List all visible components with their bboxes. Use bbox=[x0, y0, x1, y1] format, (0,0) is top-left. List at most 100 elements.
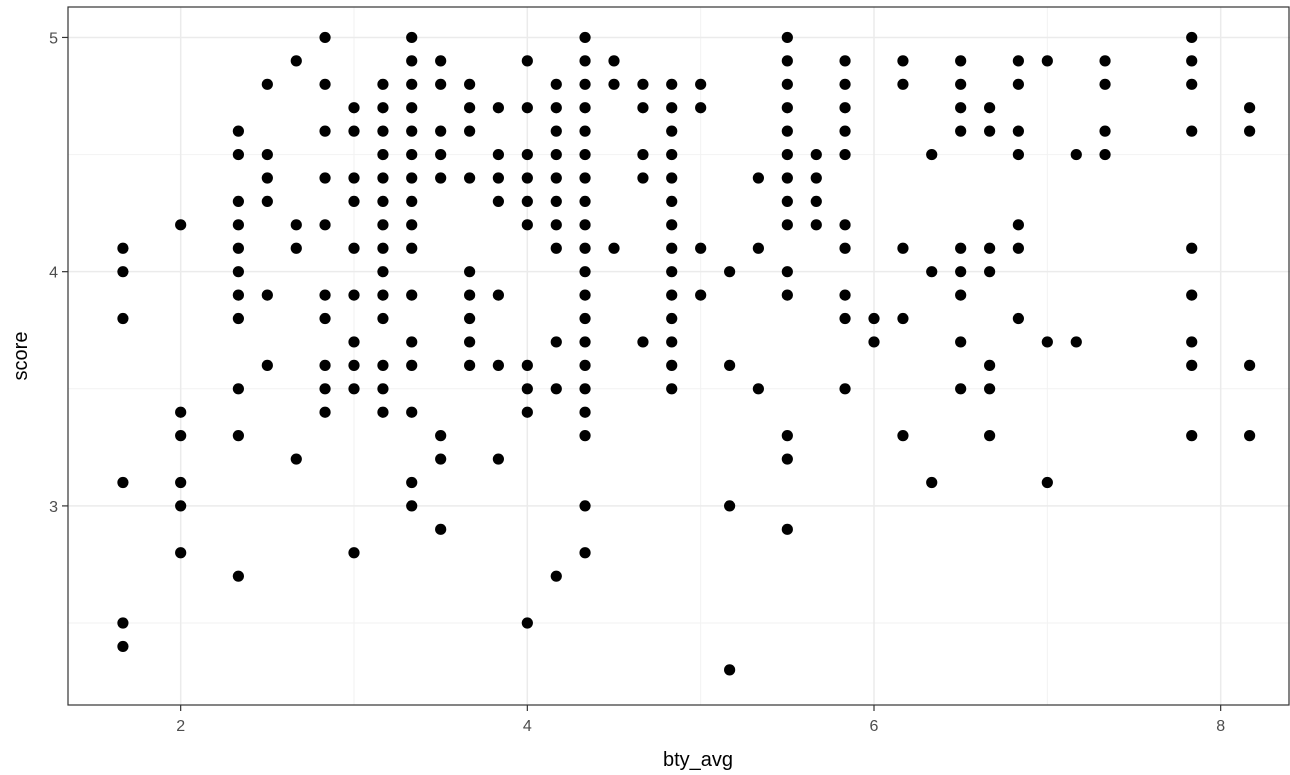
data-point bbox=[232, 125, 244, 137]
data-point bbox=[377, 266, 389, 278]
data-point bbox=[435, 430, 447, 442]
data-point bbox=[406, 476, 418, 489]
data-point bbox=[464, 78, 476, 90]
data-point bbox=[666, 289, 678, 301]
data-point bbox=[1099, 55, 1111, 67]
y-axis-title: score bbox=[10, 332, 32, 381]
data-point bbox=[810, 148, 822, 161]
data-point bbox=[550, 102, 562, 114]
data-point bbox=[955, 289, 967, 301]
data-point bbox=[550, 195, 562, 208]
data-point bbox=[406, 125, 418, 137]
data-point bbox=[232, 219, 244, 231]
data-point bbox=[781, 219, 793, 231]
data-point bbox=[608, 78, 620, 90]
data-point bbox=[839, 125, 851, 137]
data-point bbox=[579, 547, 591, 559]
data-point bbox=[521, 172, 533, 184]
data-point bbox=[261, 359, 273, 371]
data-point bbox=[955, 55, 967, 67]
data-point bbox=[117, 640, 129, 653]
data-point bbox=[377, 289, 389, 301]
y-axis-ticks: 3 4 5 bbox=[49, 30, 68, 516]
data-point bbox=[406, 289, 418, 301]
data-point bbox=[781, 266, 793, 278]
data-point bbox=[290, 55, 302, 67]
data-point bbox=[348, 336, 360, 348]
data-point bbox=[781, 125, 793, 137]
data-point bbox=[579, 500, 591, 512]
data-point bbox=[1186, 125, 1198, 137]
data-point bbox=[1186, 336, 1198, 348]
data-point bbox=[1070, 148, 1082, 161]
data-point bbox=[637, 148, 649, 161]
data-point bbox=[521, 617, 533, 629]
data-point bbox=[666, 148, 678, 161]
data-point bbox=[348, 242, 360, 254]
data-point bbox=[1041, 55, 1053, 67]
data-point bbox=[608, 242, 620, 254]
data-point bbox=[752, 383, 764, 395]
x-tick-label: 4 bbox=[523, 718, 532, 735]
data-point bbox=[464, 289, 476, 301]
data-point bbox=[406, 195, 418, 208]
data-point bbox=[464, 266, 476, 278]
data-point bbox=[897, 242, 909, 254]
data-point bbox=[897, 55, 909, 67]
data-point bbox=[492, 359, 504, 371]
data-point bbox=[579, 102, 591, 114]
data-point bbox=[839, 242, 851, 254]
data-point bbox=[406, 148, 418, 161]
data-point bbox=[839, 148, 851, 161]
data-point bbox=[232, 242, 244, 254]
data-point bbox=[377, 383, 389, 395]
x-axis-title: bty_avg bbox=[663, 749, 733, 771]
data-point bbox=[117, 242, 129, 254]
data-point bbox=[1099, 148, 1111, 161]
data-point bbox=[868, 336, 880, 348]
data-point bbox=[435, 125, 447, 137]
data-point bbox=[521, 195, 533, 208]
data-point bbox=[579, 359, 591, 371]
data-points bbox=[117, 31, 1256, 676]
data-point bbox=[492, 453, 504, 465]
data-point bbox=[521, 406, 533, 418]
data-point bbox=[464, 312, 476, 325]
data-point bbox=[550, 383, 562, 395]
data-point bbox=[464, 359, 476, 371]
data-point bbox=[839, 289, 851, 301]
data-point bbox=[492, 102, 504, 114]
data-point bbox=[348, 102, 360, 114]
data-point bbox=[579, 430, 591, 442]
data-point bbox=[897, 312, 909, 325]
data-point bbox=[290, 219, 302, 231]
data-point bbox=[1012, 55, 1024, 67]
data-point bbox=[695, 78, 707, 90]
data-point bbox=[464, 125, 476, 137]
data-point bbox=[637, 172, 649, 184]
y-tick-label: 4 bbox=[49, 265, 58, 282]
data-point bbox=[1099, 125, 1111, 137]
data-point bbox=[348, 172, 360, 184]
data-point bbox=[955, 78, 967, 90]
data-point bbox=[1012, 125, 1024, 137]
data-point bbox=[521, 359, 533, 371]
data-point bbox=[926, 266, 938, 278]
data-point bbox=[752, 172, 764, 184]
data-point bbox=[377, 172, 389, 184]
data-point bbox=[175, 430, 187, 442]
data-point bbox=[435, 453, 447, 465]
data-point bbox=[232, 289, 244, 301]
data-point bbox=[521, 383, 533, 395]
data-point bbox=[724, 664, 736, 676]
data-point bbox=[435, 55, 447, 67]
data-point bbox=[666, 195, 678, 208]
data-point bbox=[637, 78, 649, 90]
data-point bbox=[1244, 102, 1256, 114]
data-point bbox=[319, 125, 331, 137]
data-point bbox=[781, 430, 793, 442]
data-point bbox=[550, 219, 562, 231]
data-point bbox=[435, 148, 447, 161]
data-point bbox=[984, 266, 996, 278]
data-point bbox=[666, 336, 678, 348]
